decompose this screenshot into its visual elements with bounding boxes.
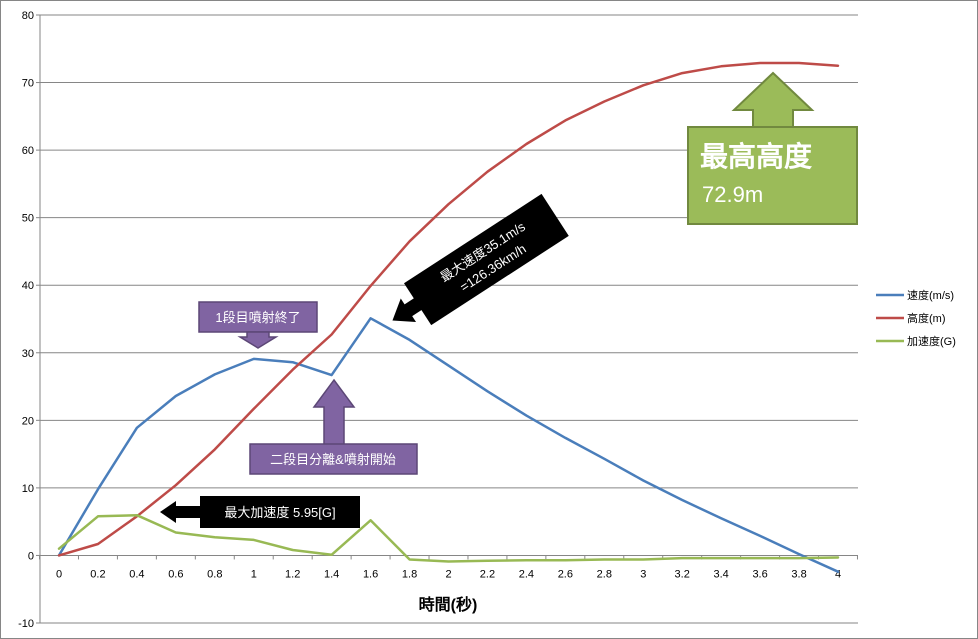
y-tick-label: 10 [22,483,34,495]
y-axis-ticks: -10 0 10 20 30 40 50 60 70 80 [18,10,40,630]
annotation-stage2-box [249,443,418,475]
y-tick-label: 40 [22,280,34,292]
annotation-max-accel-arrow [160,501,202,523]
x-tick-label: 0.8 [207,568,222,580]
annotation-max-height-box [687,126,858,225]
legend-label-height: 高度(m) [907,311,946,325]
x-tick-label: 3.8 [791,568,806,580]
annotation-burn1-end-arrow [237,331,279,349]
annotation-max-height: 最高高度 72.9m [687,71,858,225]
legend-label-accel: 加速度(G) [907,334,956,348]
annotation-stage2: 二段目分離&噴射開始 [249,378,418,475]
x-tick-label: 0.2 [90,568,105,580]
x-tick-label: 1.2 [285,568,300,580]
x-tick-label: 0.4 [129,568,144,580]
x-tick-label: 3.4 [714,568,729,580]
x-tick-label: 0.6 [168,568,183,580]
annotation-max-speed-box [403,193,569,326]
y-tick-label: 20 [22,415,34,427]
x-tick-label: 4 [835,568,841,580]
annotation-burn1-end: 1段目噴射終了 [198,301,318,349]
x-tick-label: 3.6 [752,568,767,580]
y-tick-label: 80 [22,10,34,22]
y-tick-label: 50 [22,213,34,225]
series-line-accel [57,513,840,563]
y-tick-label: -10 [18,618,34,630]
x-tick-label: 1.4 [324,568,339,580]
annotation-max-height-text: 最高高度 [700,141,812,172]
y-tick-label: 70 [22,78,34,90]
legend-item-speed: 速度(m/s) [876,288,954,302]
x-tick-label: 1.8 [402,568,417,580]
y-tick-label: 60 [22,145,34,157]
series-line-speed [57,317,840,573]
x-tick-label: 1.6 [363,568,378,580]
x-tick-label: 3.2 [675,568,690,580]
annotation-max-accel-text: 最大加速度 5.95[G] [224,505,335,520]
x-tick-label: 2 [445,568,451,580]
axes [39,15,858,623]
series-line-height [57,61,840,557]
x-axis-title: 時間(秒) [419,595,478,614]
x-tick-label: 3 [640,568,646,580]
y-tick-label: 0 [28,550,34,562]
legend-item-height: 高度(m) [876,311,946,325]
x-axis-ticks: 0 0.2 0.4 0.6 0.8 1 1.2 1.4 1.6 1.8 2 2.2 2.4 2.6 2.8 3… [39,555,858,580]
legend-label-speed: 速度(m/s) [907,288,954,302]
x-tick-label: 2.6 [558,568,573,580]
x-tick-label: 0 [56,568,62,580]
y-tick-label: 30 [22,348,34,360]
legend-item-accel: 加速度(G) [876,334,956,348]
x-tick-label: 1 [251,568,257,580]
x-tick-label: 2.8 [597,568,612,580]
annotation-max-speed-arrow [392,297,424,322]
annotation-stage2-text: 二段目分離&噴射開始 [270,452,396,467]
annotation-max-height-text2: 72.9m [702,182,763,207]
legend: 速度(m/s) 高度(m) 加速度(G) [876,288,956,348]
x-tick-label: 2.4 [519,568,534,580]
annotation-max-accel: 最大加速度 5.95[G] [160,496,360,528]
series-lines [57,61,840,573]
x-tick-label: 2.2 [480,568,495,580]
annotation-burn1-end-text: 1段目噴射終了 [215,310,300,325]
annotation-max-accel-box [200,496,360,528]
